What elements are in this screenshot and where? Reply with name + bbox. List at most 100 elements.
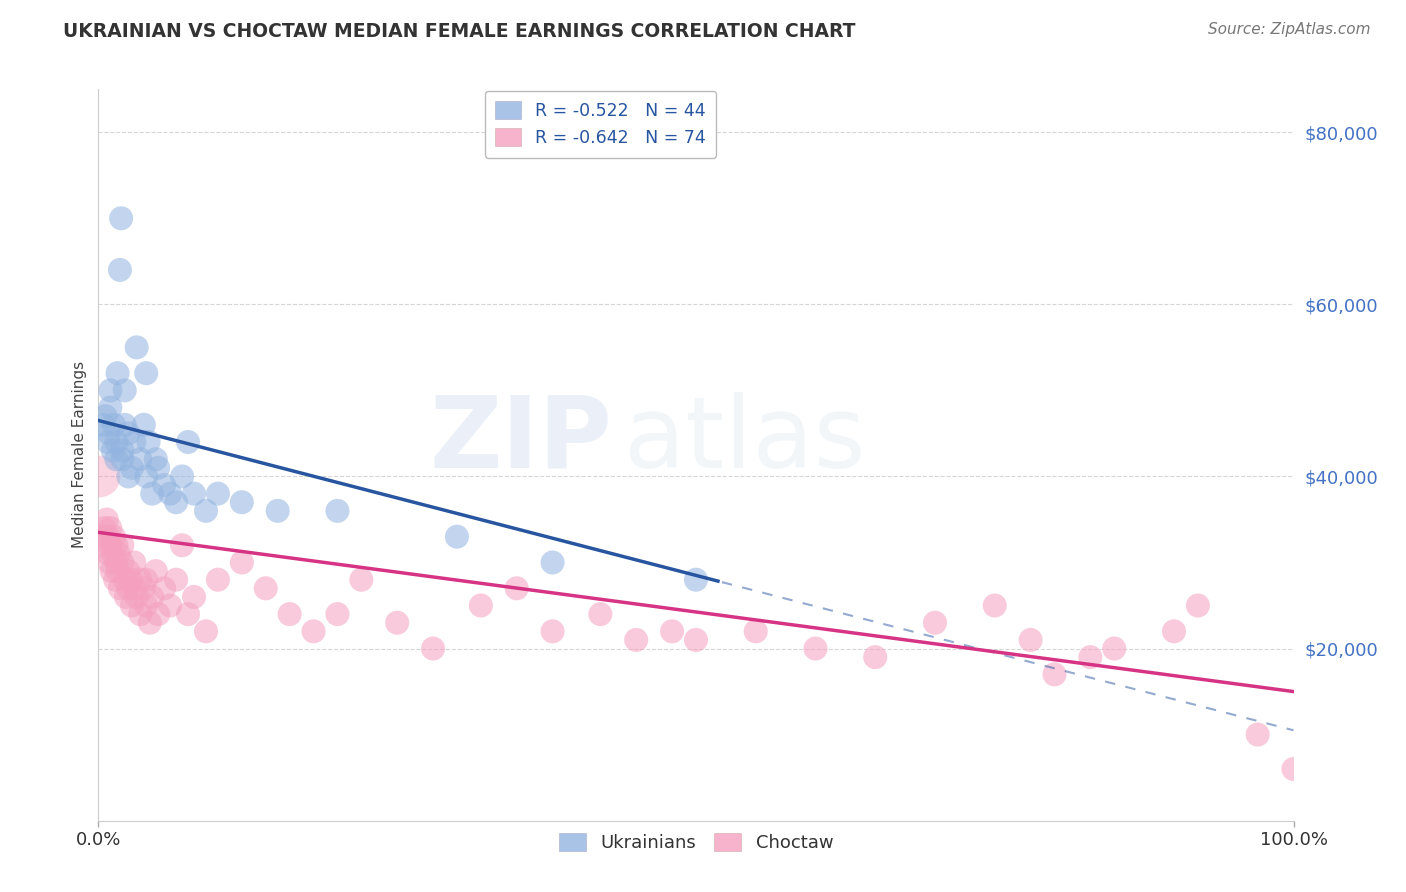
Point bbox=[183, 486, 205, 500]
Point bbox=[231, 556, 253, 570]
Point bbox=[626, 632, 648, 647]
Point bbox=[865, 650, 887, 665]
Point bbox=[97, 547, 120, 561]
Point bbox=[121, 599, 143, 613]
Point bbox=[115, 590, 138, 604]
Point bbox=[114, 417, 136, 432]
Point bbox=[148, 607, 170, 621]
Point bbox=[145, 564, 167, 578]
Point bbox=[685, 632, 707, 647]
Point bbox=[132, 582, 155, 596]
Point bbox=[541, 556, 564, 570]
Point bbox=[124, 582, 146, 596]
Point bbox=[745, 624, 768, 639]
Point bbox=[107, 564, 129, 578]
Point bbox=[105, 452, 128, 467]
Point bbox=[89, 469, 111, 483]
Point bbox=[117, 469, 139, 483]
Point bbox=[103, 417, 125, 432]
Point bbox=[195, 624, 218, 639]
Point bbox=[1282, 762, 1305, 776]
Text: Source: ZipAtlas.com: Source: ZipAtlas.com bbox=[1208, 22, 1371, 37]
Point bbox=[138, 435, 160, 450]
Point bbox=[1163, 624, 1185, 639]
Point bbox=[124, 435, 146, 450]
Point bbox=[108, 582, 131, 596]
Point bbox=[107, 366, 129, 380]
Point bbox=[145, 452, 167, 467]
Point bbox=[506, 582, 529, 596]
Point bbox=[153, 582, 176, 596]
Point bbox=[98, 426, 121, 441]
Point bbox=[685, 573, 707, 587]
Point bbox=[101, 443, 124, 458]
Point bbox=[114, 573, 136, 587]
Point bbox=[105, 556, 128, 570]
Point bbox=[98, 538, 122, 552]
Point bbox=[111, 538, 134, 552]
Point bbox=[101, 547, 124, 561]
Point bbox=[135, 573, 157, 587]
Point bbox=[97, 530, 120, 544]
Point bbox=[177, 607, 200, 621]
Point bbox=[129, 607, 152, 621]
Point bbox=[804, 641, 827, 656]
Point bbox=[98, 556, 121, 570]
Point bbox=[1019, 632, 1042, 647]
Point bbox=[91, 530, 114, 544]
Point bbox=[104, 573, 127, 587]
Point bbox=[98, 401, 122, 415]
Point bbox=[120, 573, 142, 587]
Point bbox=[114, 384, 136, 398]
Point bbox=[1247, 728, 1270, 742]
Point bbox=[141, 590, 163, 604]
Point bbox=[165, 573, 187, 587]
Point bbox=[183, 590, 205, 604]
Text: atlas: atlas bbox=[624, 392, 866, 489]
Text: ZIP: ZIP bbox=[429, 392, 613, 489]
Point bbox=[159, 486, 181, 500]
Point bbox=[984, 599, 1007, 613]
Point bbox=[96, 512, 118, 526]
Point bbox=[172, 469, 194, 483]
Point bbox=[661, 624, 683, 639]
Point bbox=[93, 521, 115, 535]
Point bbox=[105, 538, 128, 552]
Point bbox=[172, 538, 194, 552]
Point bbox=[302, 624, 325, 639]
Point bbox=[91, 417, 114, 432]
Point bbox=[1080, 650, 1102, 665]
Point bbox=[385, 615, 409, 630]
Point bbox=[108, 263, 131, 277]
Point bbox=[94, 409, 117, 424]
Point bbox=[121, 460, 143, 475]
Point bbox=[177, 435, 200, 450]
Point bbox=[135, 366, 157, 380]
Point bbox=[278, 607, 301, 621]
Point bbox=[111, 443, 134, 458]
Point bbox=[98, 384, 122, 398]
Point bbox=[326, 607, 349, 621]
Point bbox=[446, 530, 468, 544]
Point bbox=[541, 624, 564, 639]
Legend: Ukrainians, Choctaw: Ukrainians, Choctaw bbox=[551, 825, 841, 859]
Point bbox=[589, 607, 612, 621]
Point bbox=[207, 486, 229, 500]
Point bbox=[129, 452, 152, 467]
Point bbox=[111, 556, 134, 570]
Point bbox=[139, 615, 162, 630]
Point bbox=[98, 521, 122, 535]
Point bbox=[125, 340, 148, 354]
Point bbox=[132, 417, 155, 432]
Point bbox=[124, 556, 146, 570]
Point bbox=[93, 538, 115, 552]
Point bbox=[1187, 599, 1209, 613]
Point bbox=[924, 615, 946, 630]
Point bbox=[107, 547, 129, 561]
Point bbox=[148, 460, 170, 475]
Point bbox=[135, 599, 157, 613]
Point bbox=[165, 495, 187, 509]
Point bbox=[97, 435, 120, 450]
Point bbox=[422, 641, 444, 656]
Point bbox=[135, 469, 157, 483]
